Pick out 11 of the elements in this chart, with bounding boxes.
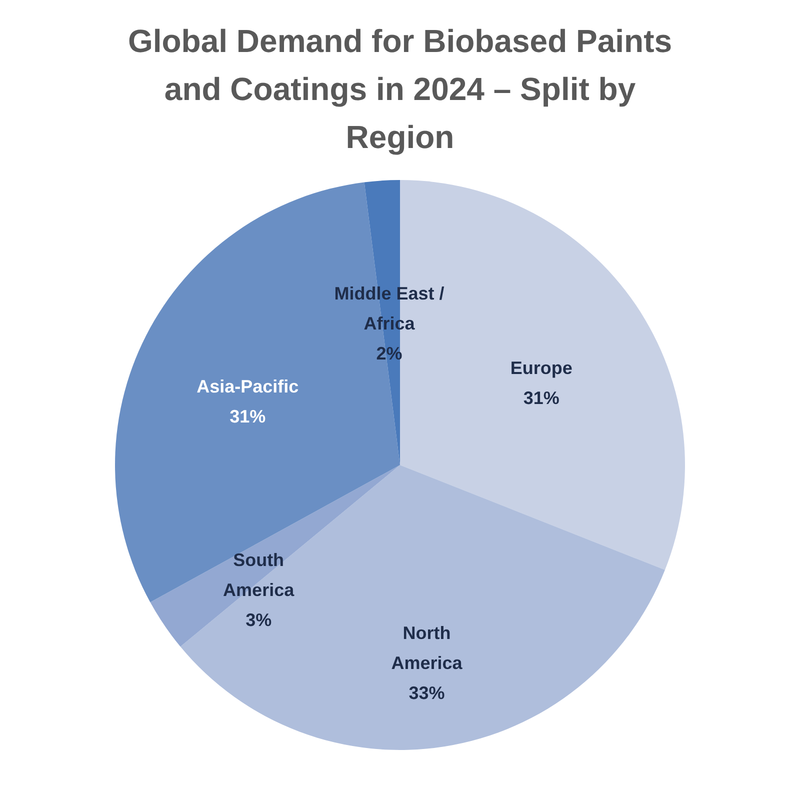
slice-label: South America bbox=[223, 550, 296, 600]
pie-slice bbox=[150, 465, 400, 647]
slice-label: North America bbox=[391, 622, 464, 673]
data-label: 3% bbox=[246, 610, 272, 630]
slice-label: Asia-Pacific bbox=[196, 376, 299, 396]
chart-title: Global Demand for Biobased Paints and Coatings in 2024 – Split by Region bbox=[128, 23, 672, 155]
data-label: 33% bbox=[408, 682, 445, 703]
data-label: 31% bbox=[523, 388, 560, 408]
data-label: 31% bbox=[230, 406, 266, 426]
pie-slice bbox=[180, 465, 665, 750]
slice-label: Europe bbox=[510, 358, 572, 378]
